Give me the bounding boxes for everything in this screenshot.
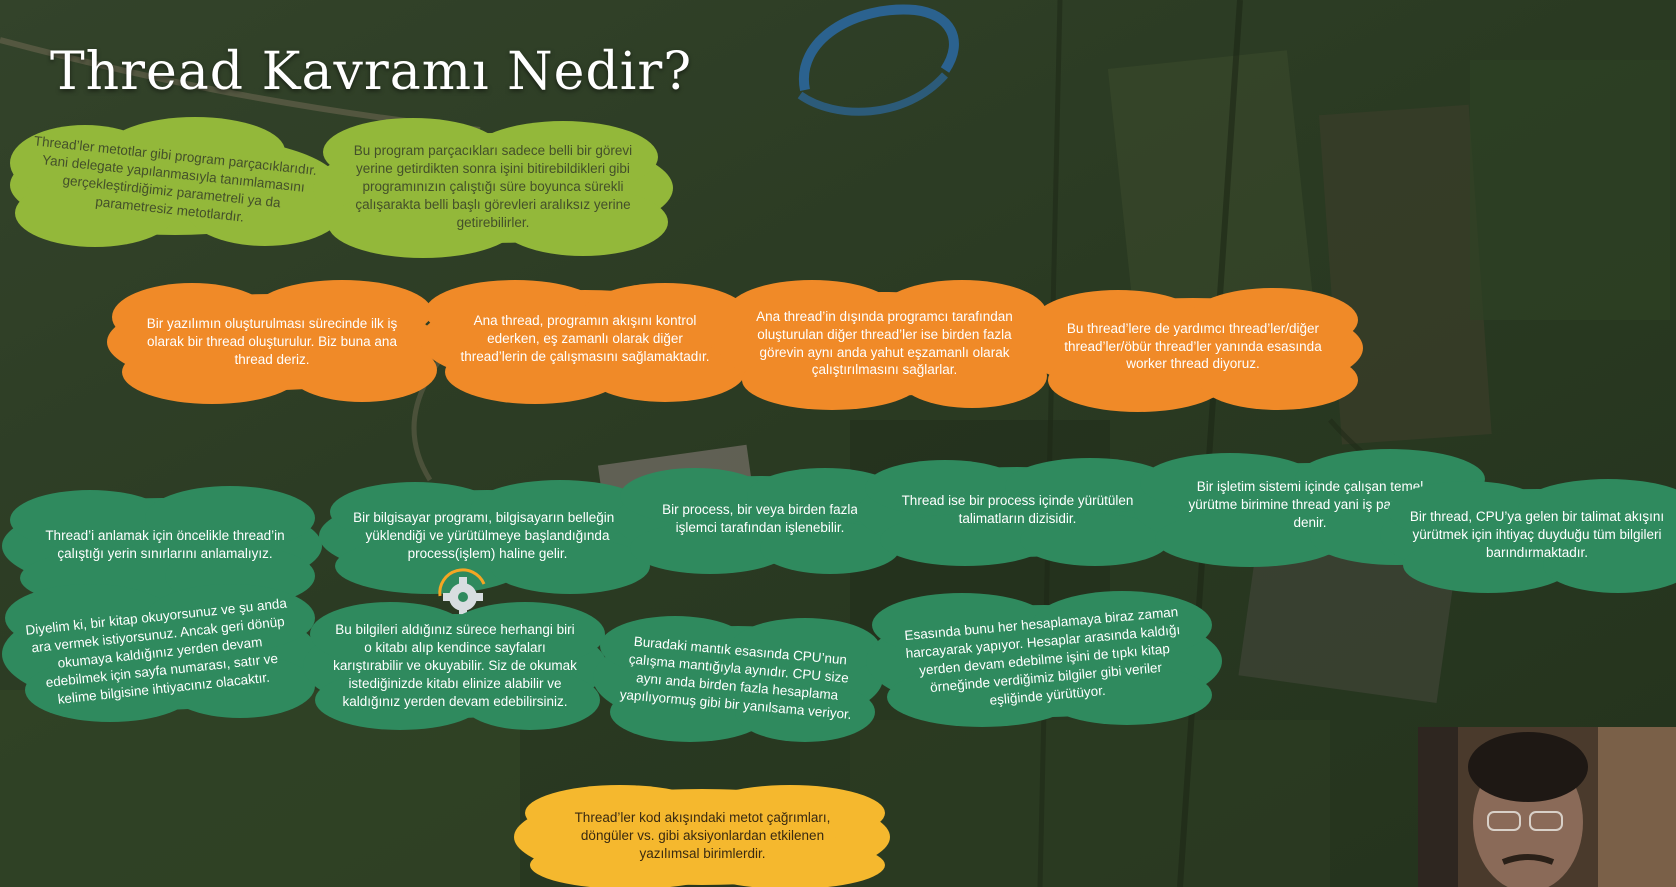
- cloud-text: Ana thread’in dışında programcı tarafınd…: [756, 308, 1013, 378]
- cloud-thread-cpu-info: Bir thread, CPU’ya gelen bir talimat akı…: [1378, 473, 1676, 598]
- cloud-text: Bir bilgisayar programı, bilgisayarın be…: [353, 510, 622, 561]
- cloud-thread-definition: Thread’ler metotlar gibi program parçacı…: [5, 113, 345, 253]
- cloud-text: Bir işletim sistemi içinde çalışan temel…: [1188, 479, 1432, 530]
- gear-icon: [438, 568, 486, 617]
- cloud-cpu-logic: Buradaki mantık esasında CPU’nun çalışma…: [590, 608, 885, 748]
- cloud-program-pieces: Bu program parçacıkları sadece belli bir…: [303, 112, 683, 262]
- cloud-understand-thread: Thread’i anlamak için öncelikle thread’i…: [0, 480, 325, 610]
- cloud-book-example: Diyelim ki, bir kitap okuyorsunuz ve şu …: [0, 578, 320, 728]
- cloud-main-thread: Bir yazılımın oluşturulması sürecinde il…: [102, 272, 442, 407]
- webcam-overlay: [1418, 727, 1676, 887]
- watermark-logo: [797, 4, 959, 116]
- cloud-text: Thread’i anlamak için öncelikle thread’i…: [45, 528, 285, 561]
- cloud-software-units: Thread’ler kod akışındaki metot çağrımla…: [510, 783, 895, 887]
- cloud-worker-thread: Bu thread’lere de yardımcı thread’ler/di…: [1018, 280, 1368, 415]
- slide-title: Thread Kavramı Nedir?: [50, 42, 693, 102]
- cloud-text: Ana thread, programın akışını kontrol ed…: [460, 313, 710, 364]
- cloud-main-thread-control: Ana thread, programın akışını kontrol ed…: [415, 272, 755, 407]
- cloud-text: Bir thread, CPU’ya gelen bir talimat akı…: [1409, 509, 1665, 560]
- cloud-text: Esasında bunu her hesaplamaya biraz zama…: [903, 604, 1181, 708]
- cloud-text: Bir process, bir veya birden fazla işlem…: [662, 502, 858, 535]
- cloud-book-continue: Bu bilgileri aldığınız sürece herhangi b…: [300, 596, 610, 736]
- cloud-text: Thread ise bir process içinde yürütülen …: [901, 493, 1134, 526]
- cloud-text: Bu thread’lere de yardımcı thread’ler/di…: [1064, 320, 1322, 372]
- presenter-video: [1418, 727, 1676, 887]
- cloud-text: Bu bilgileri aldığınız sürece herhangi b…: [333, 622, 577, 709]
- cloud-thread-instructions: Thread ise bir process içinde yürütülen …: [855, 452, 1180, 570]
- cloud-process-definition: Bir bilgisayar programı, bilgisayarın be…: [315, 474, 660, 599]
- cloud-text: Buradaki mantık esasında CPU’nun çalışma…: [619, 634, 853, 722]
- cloud-text: Thread’ler kod akışındaki metot çağrımla…: [574, 810, 831, 861]
- cloud-text: Bu program parçacıkları sadece belli bir…: [353, 143, 633, 230]
- cloud-cpu-time-sharing: Esasında bunu her hesaplamaya biraz zama…: [862, 585, 1227, 735]
- cloud-other-threads: Ana thread’in dışında programcı tarafınd…: [712, 272, 1052, 412]
- cloud-text: Bir yazılımın oluşturulması sürecinde il…: [146, 316, 398, 367]
- cloud-process-cpu: Bir process, bir veya birden fazla işlem…: [610, 462, 910, 577]
